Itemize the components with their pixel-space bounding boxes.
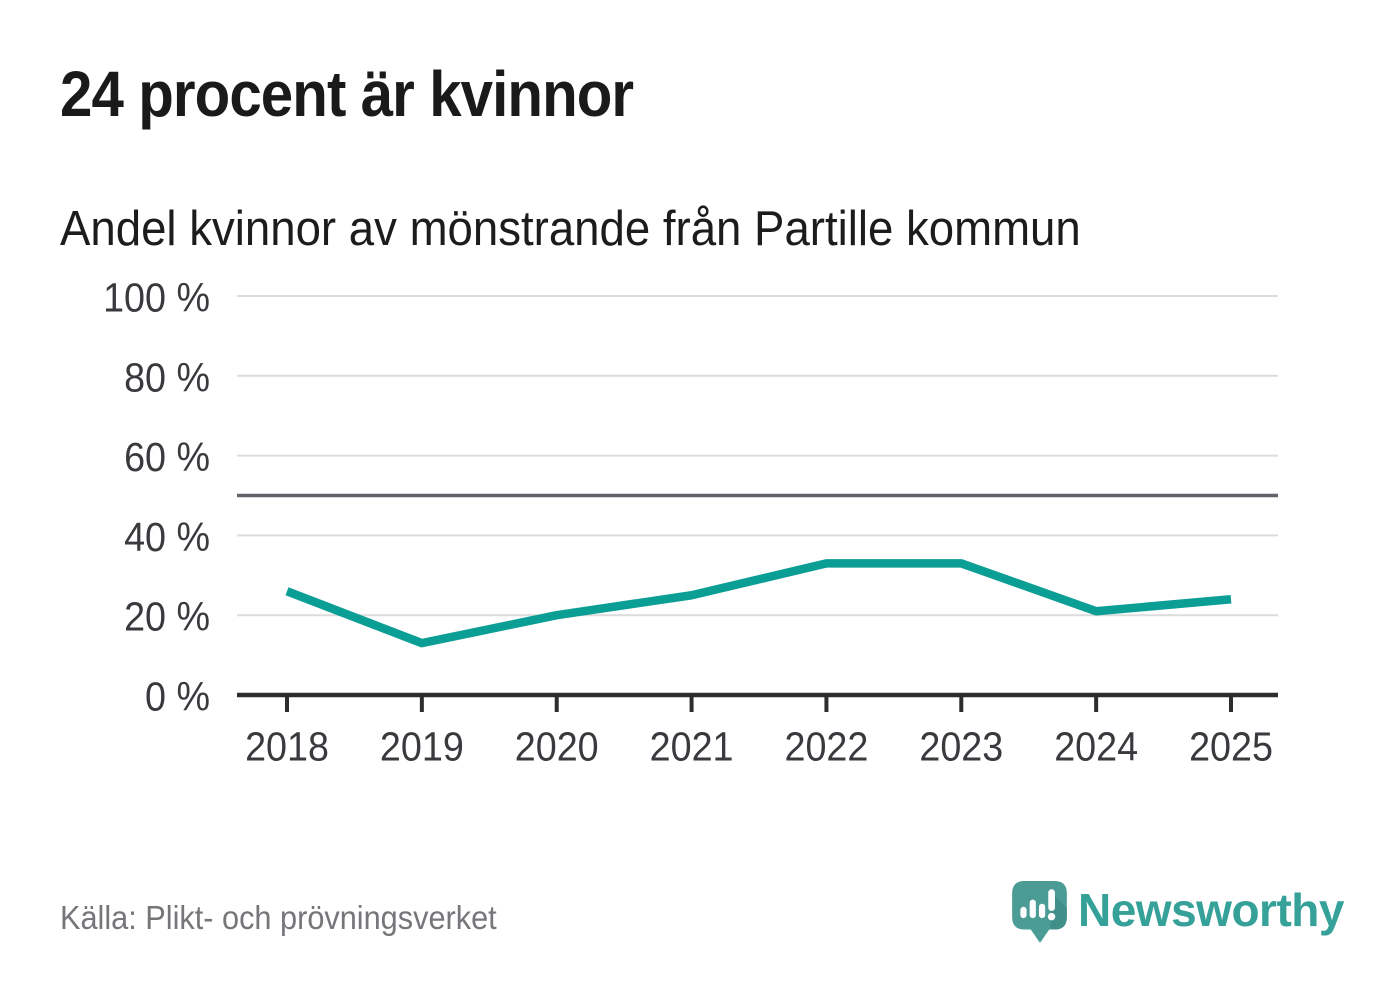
chart-subtitle: Andel kvinnor av mönstrande från Partill… [60,200,1158,258]
logo-exclamation-bar [1048,889,1055,911]
line-chart: 0 % 20 % 40 % 60 % 80 % 100 % 2018 2019 2020 2021… [103,275,1278,770]
y-axis-label-100: 100 % [103,275,210,321]
x-axis-label-2025: 2025 [1189,724,1273,770]
x-axis-label-2023: 2023 [919,724,1003,770]
x-axis-label-2018: 2018 [245,724,329,770]
x-axis-label-2022: 2022 [784,724,868,770]
y-axis-label-80: 80 % [124,355,210,401]
chart-subtitle-text: Andel kvinnor av mönstrande från Partill… [60,202,1081,256]
x-axis-label-2020: 2020 [515,724,599,770]
logo-bar-3 [1038,903,1046,919]
chart-title: 24 procent är kvinnor [60,58,690,130]
chart-title-text: 24 procent är kvinnor [60,58,634,130]
source-note-text: Källa: Plikt- och prövningsverket [60,899,497,936]
newsworthy-logo: Newsworthy [1012,879,1382,949]
newsworthy-brand-text: Newsworthy [1078,884,1344,936]
x-axis-label-2021: 2021 [650,724,734,770]
newsworthy-speech-bubble-icon [1012,881,1067,943]
y-axis-label-20: 20 % [124,594,210,640]
x-axis-label-2019: 2019 [380,724,464,770]
logo-bar-1 [1020,906,1027,919]
source-note: Källa: Plikt- och prövningsverket [60,896,530,940]
logo-bar-2 [1029,899,1036,919]
y-axis-label-60: 60 % [124,435,210,481]
x-axis-label-2024: 2024 [1054,724,1138,770]
y-axis-label-40: 40 % [124,515,210,561]
data-line-andel-kvinnor [285,559,1232,648]
logo-exclamation-dot [1047,912,1056,921]
y-axis-label-0: 0 % [145,674,210,720]
